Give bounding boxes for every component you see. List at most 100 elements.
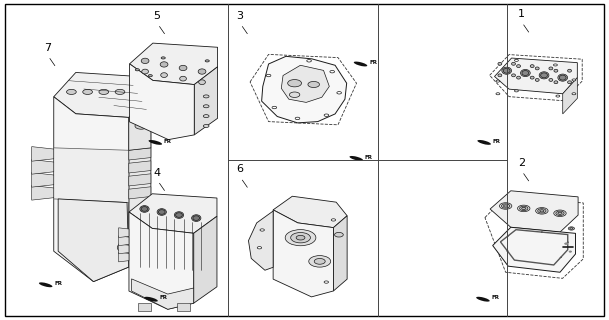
Text: FR: FR [493,139,501,144]
Circle shape [205,60,209,62]
Polygon shape [129,212,194,309]
Polygon shape [273,210,334,297]
Circle shape [126,246,132,249]
Ellipse shape [39,282,52,287]
Text: FR: FR [365,155,373,160]
Circle shape [554,210,566,217]
Polygon shape [138,303,150,311]
Circle shape [501,204,510,208]
Polygon shape [273,196,347,228]
Ellipse shape [535,67,539,70]
Circle shape [115,89,125,94]
Circle shape [66,89,76,94]
Text: FR: FR [491,295,499,300]
Circle shape [533,262,535,263]
Circle shape [515,59,518,61]
Circle shape [287,80,301,87]
Circle shape [560,257,561,258]
Circle shape [307,60,311,62]
Text: 3: 3 [236,11,243,21]
Text: 2: 2 [518,158,525,168]
Circle shape [203,105,209,108]
Polygon shape [119,252,129,262]
Text: 5: 5 [153,11,160,21]
Ellipse shape [498,62,502,65]
Circle shape [504,205,508,207]
Ellipse shape [530,76,534,79]
Circle shape [519,206,528,211]
Polygon shape [194,216,217,303]
Circle shape [533,262,535,263]
Ellipse shape [516,65,521,68]
Circle shape [507,251,509,252]
Polygon shape [129,161,151,173]
Polygon shape [129,97,151,267]
Ellipse shape [512,62,515,65]
Ellipse shape [144,297,158,302]
Circle shape [554,64,557,66]
Circle shape [507,251,509,252]
Circle shape [522,207,526,210]
Circle shape [285,230,316,246]
Polygon shape [177,303,189,311]
Circle shape [515,90,518,92]
Ellipse shape [522,70,529,76]
Ellipse shape [199,80,205,84]
Circle shape [334,232,343,237]
Ellipse shape [498,74,502,77]
Text: 7: 7 [44,43,51,53]
Circle shape [135,69,139,71]
Ellipse shape [476,297,490,302]
Polygon shape [493,227,576,272]
Ellipse shape [350,156,363,161]
Circle shape [337,92,342,94]
Polygon shape [32,160,54,174]
Ellipse shape [549,67,553,70]
Polygon shape [490,191,578,232]
Ellipse shape [568,69,571,72]
Polygon shape [495,58,577,94]
Ellipse shape [554,81,558,84]
Polygon shape [32,186,54,200]
Polygon shape [119,236,129,246]
Polygon shape [132,279,194,309]
Circle shape [569,251,572,252]
Ellipse shape [549,78,553,81]
Circle shape [536,208,548,214]
Circle shape [540,210,544,212]
Circle shape [541,232,543,233]
Polygon shape [54,148,129,203]
Polygon shape [129,187,151,199]
Circle shape [499,203,512,209]
Circle shape [556,211,564,215]
Text: 6: 6 [236,164,243,174]
Ellipse shape [558,74,568,81]
Ellipse shape [180,76,186,81]
Ellipse shape [174,212,184,218]
Ellipse shape [142,69,149,74]
Polygon shape [32,172,54,187]
Polygon shape [262,56,347,123]
Circle shape [567,242,569,243]
Ellipse shape [141,58,149,64]
Ellipse shape [530,65,534,68]
Circle shape [260,229,264,231]
Polygon shape [58,199,129,282]
Polygon shape [129,174,151,186]
Circle shape [507,235,509,236]
Circle shape [203,124,209,127]
Ellipse shape [535,78,539,81]
Ellipse shape [354,61,367,67]
Polygon shape [119,228,129,237]
Polygon shape [281,65,329,102]
Ellipse shape [192,215,201,221]
Circle shape [560,257,561,258]
Ellipse shape [521,69,530,76]
Polygon shape [194,67,217,135]
Circle shape [538,209,546,213]
Polygon shape [54,72,151,117]
Text: FR: FR [54,281,62,286]
Circle shape [330,70,334,73]
Circle shape [496,80,500,82]
Polygon shape [32,147,54,161]
